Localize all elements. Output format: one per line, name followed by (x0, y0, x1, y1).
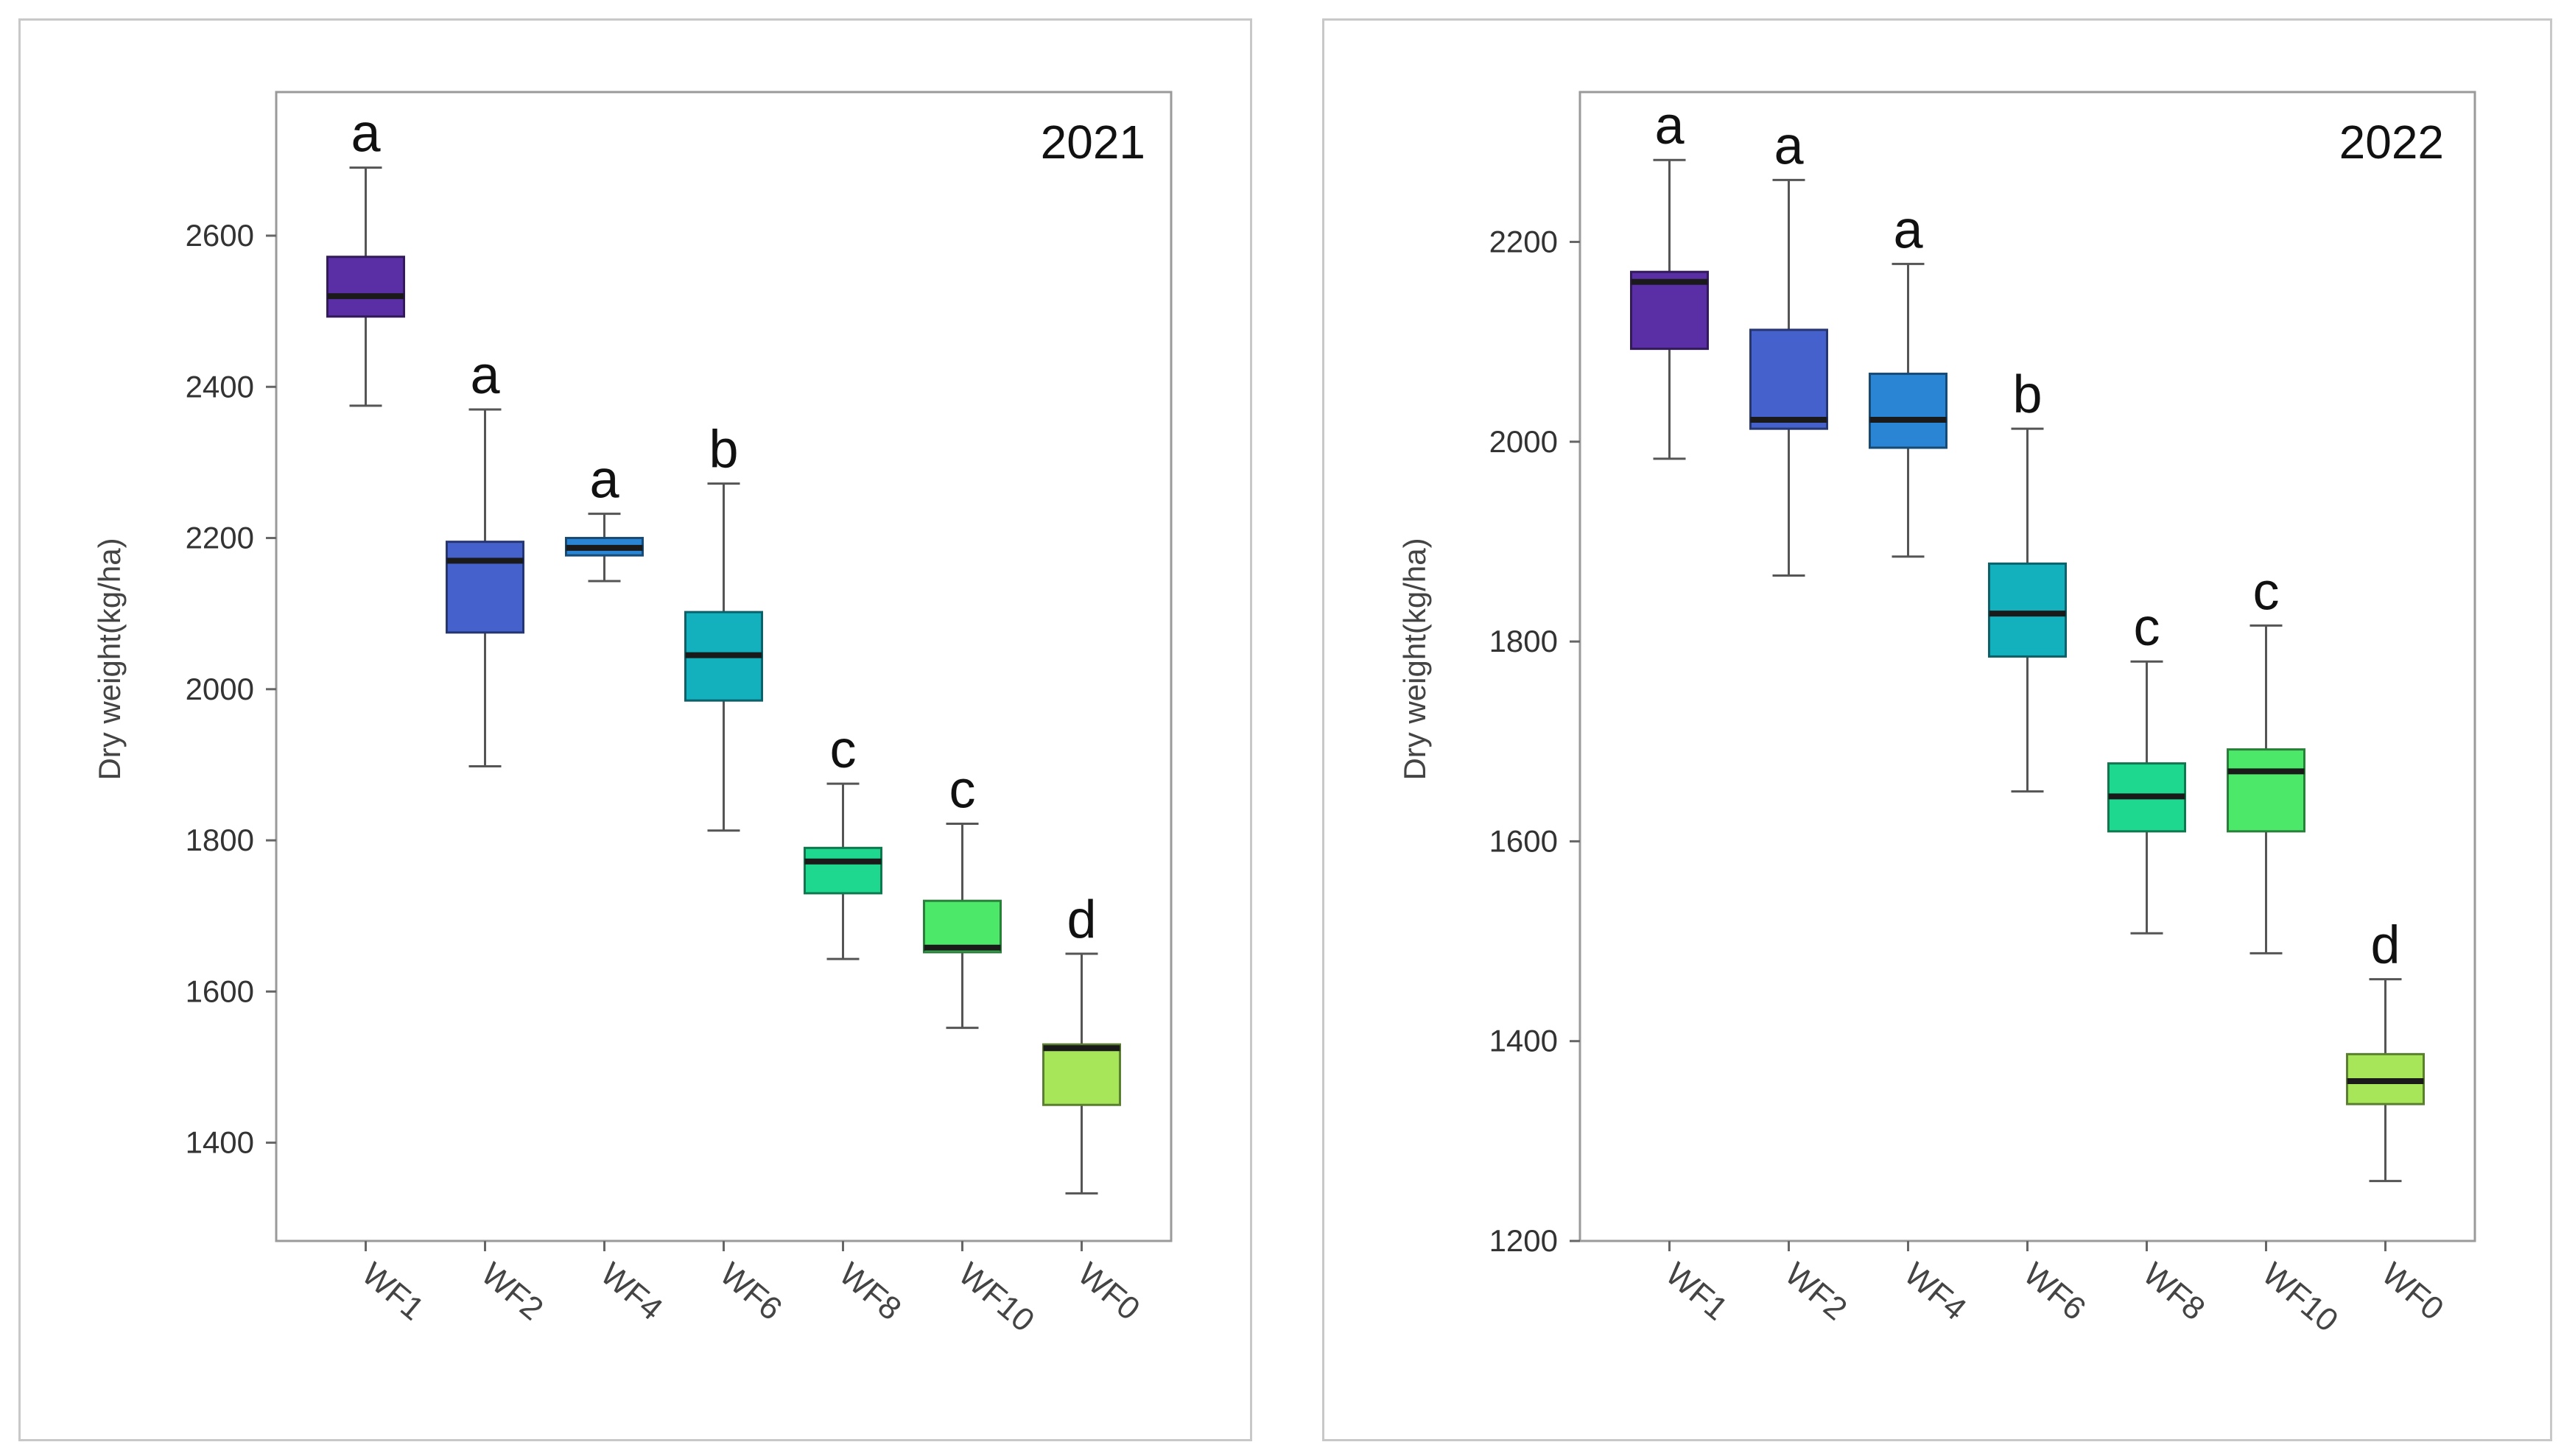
iqr-box (1988, 562, 2067, 658)
iqr-box (804, 846, 882, 895)
x-tick-label: WF0 (2375, 1256, 2451, 1327)
y-tick-label: 2400 (186, 369, 254, 404)
significance-letter: b (2012, 365, 2042, 424)
box-WF6: WF6 b (684, 421, 789, 1327)
significance-letter: c (949, 760, 976, 819)
x-tick-label: WF8 (832, 1256, 908, 1327)
iqr-box (2227, 748, 2305, 833)
y-tick-label: 1400 (1489, 1024, 1558, 1058)
significance-letter: d (2370, 916, 2400, 975)
y-tick-label: 2000 (1489, 424, 1558, 459)
x-tick-label: WF1 (355, 1256, 431, 1327)
y-tick-label: 1400 (186, 1125, 254, 1160)
box-WF6: WF6 b (1988, 365, 2093, 1327)
box-WF10: WF10 c (923, 760, 1041, 1339)
box-WF1: WF1 a (1630, 96, 1735, 1327)
x-tick-label: WF10 (952, 1256, 1041, 1339)
x-tick-label: WF4 (594, 1256, 670, 1327)
chart-title-year: 2022 (2339, 116, 2444, 169)
y-tick-label: 2200 (186, 521, 254, 555)
y-tick-label: 1800 (186, 823, 254, 857)
box-WF8: WF8 c (2107, 598, 2212, 1327)
box-WF0: WF0 d (1042, 890, 1147, 1327)
box-WF0: WF0 d (2346, 916, 2451, 1327)
y-tick-label: 2600 (186, 218, 254, 253)
significance-letter: d (1067, 890, 1096, 949)
x-tick-label: WF6 (2017, 1256, 2093, 1327)
x-tick-label: WF4 (1897, 1256, 1973, 1327)
y-tick-label: 1600 (186, 974, 254, 1008)
chart-panel-2022: 1200 1400 1600 1800 2000 2200 Dry weight(kg/ha… (1397, 91, 2476, 1339)
x-tick-label: WF0 (1071, 1256, 1147, 1327)
chart-panel-2021: 1400 1600 1800 2000 2200 2400 2600 Dry weight(k… (92, 91, 1173, 1339)
chart-title-year: 2021 (1041, 116, 1145, 169)
x-tick-label: WF2 (1778, 1256, 1854, 1327)
panel-frame-2021 (18, 18, 1252, 1441)
x-tick-label: WF10 (2255, 1256, 2345, 1339)
y-axis-label: Dry weight(kg/ha) (1397, 538, 1432, 780)
box-WF8: WF8 c (804, 720, 908, 1327)
iqr-box (1869, 373, 1947, 449)
iqr-box (1749, 328, 1828, 430)
y-axis-label: Dry weight(kg/ha) (92, 538, 127, 780)
box-WF10: WF10 c (2227, 562, 2345, 1339)
significance-letter: c (830, 720, 857, 779)
iqr-box (1042, 1043, 1121, 1106)
significance-letter: a (1654, 96, 1685, 155)
significance-letter: a (1774, 116, 1804, 175)
y-tick-label: 1200 (1489, 1223, 1558, 1258)
significance-letter: a (589, 451, 619, 510)
box-WF4: WF4 a (1869, 200, 1973, 1327)
iqr-box (446, 541, 524, 634)
y-tick-label: 1800 (1489, 624, 1558, 658)
significance-letter: a (470, 346, 500, 405)
x-tick-label: WF2 (474, 1256, 550, 1327)
x-tick-label: WF6 (713, 1256, 789, 1327)
box-WF1: WF1 a (326, 105, 431, 1327)
y-tick-label: 1600 (1489, 823, 1558, 858)
significance-letter: c (2134, 598, 2160, 657)
y-tick-label: 2000 (186, 672, 254, 706)
x-tick-label: WF8 (2136, 1256, 2212, 1327)
iqr-box (923, 899, 1002, 954)
y-tick-label: 2200 (1489, 224, 1558, 259)
box-WF2: WF2 a (446, 346, 550, 1327)
x-tick-label: WF1 (1659, 1256, 1735, 1327)
iqr-box (326, 256, 405, 318)
significance-letter: b (709, 421, 738, 479)
significance-letter: a (1893, 200, 1923, 259)
panel-frame-2022 (1322, 18, 2552, 1441)
box-WF4: WF4 a (565, 451, 670, 1327)
significance-letter: c (2253, 562, 2280, 621)
significance-letter: a (351, 105, 381, 163)
box-WF2: WF2 a (1749, 116, 1854, 1327)
